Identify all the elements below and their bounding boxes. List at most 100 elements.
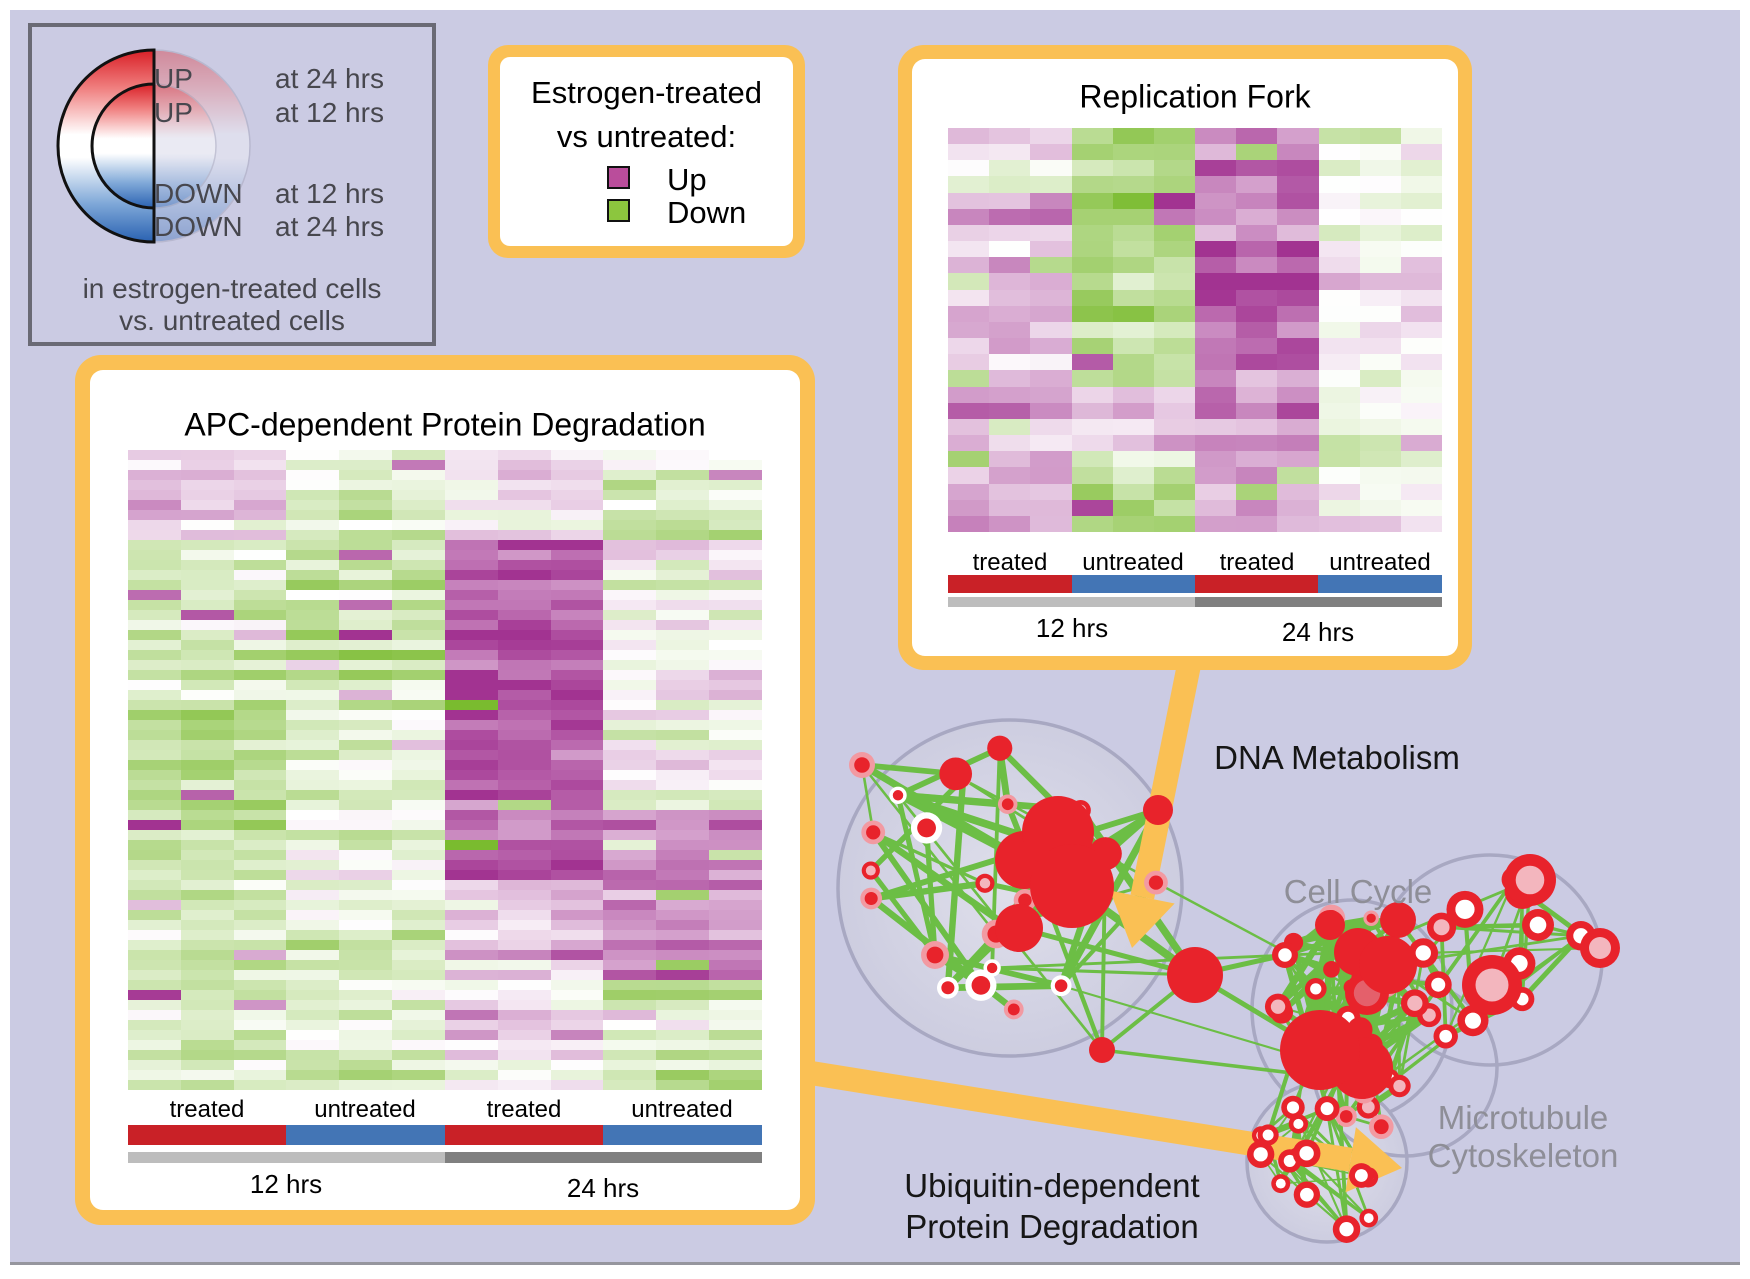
heatmap-cell [392,550,445,560]
heatmap-cell [1318,128,1360,145]
heatmap-cell [444,700,498,710]
heatmap-cell [497,940,551,950]
node-ring-pink [1422,1008,1436,1022]
heatmap-cell [709,860,762,870]
heatmap-cell [1318,402,1360,419]
heatmap-cell [1071,305,1113,322]
heatmap-cell [709,640,762,650]
heatmap-cell [1195,208,1237,225]
heatmap-cell [603,590,657,600]
heatmap-cell [656,740,710,750]
heatmap-cell [180,520,234,530]
heatmap-cell [1112,402,1154,419]
heatmap-cell [1071,467,1113,484]
heatmap-cell [550,530,604,540]
heatmap-cell [709,1040,762,1050]
heatmap-cell [1153,467,1195,484]
heatmap-cell [286,470,340,480]
heatmap-cell [1359,402,1401,419]
heatmap-cell [497,960,551,970]
heatmap-cell [392,810,445,820]
edge [868,869,938,957]
heatmap-cell [444,660,498,670]
group-label-treated: treated [169,1096,245,1123]
heatmap-cell [709,790,762,800]
heatmap-cell [180,800,234,810]
heatmap-cell [128,730,181,740]
cluster-label-cell-cycle: Cell Cycle [1283,873,1433,910]
heatmap-cell [444,490,498,500]
heatmap-cell [1318,289,1360,306]
heatmap-cell [603,490,657,500]
heatmap-cell [1318,241,1360,258]
heatmap-cell [948,128,990,145]
time-label: at 12 hrs [275,178,384,209]
heatmap-cell [392,670,445,680]
heatmap-cell [1153,354,1195,371]
heatmap-cell [603,710,657,720]
heatmap-cell [550,870,604,880]
heatmap-cell [1071,338,1113,355]
heatmap-cell [180,490,234,500]
heatmap-cell [392,760,445,770]
heatmap-cell [603,500,657,510]
heatmap-cell [233,590,287,600]
node-halo-pink [1339,1110,1353,1123]
heatmap-cell [392,980,445,990]
heatmap-cell [709,870,762,880]
heatmap-cell [1153,176,1195,193]
heatmap-cell [989,338,1031,355]
heatmap-cell [550,900,604,910]
heatmap-cell [1318,418,1360,436]
heatmap-cell [1195,451,1237,468]
heatmap-cell [444,860,498,870]
heatmap-cell [1195,386,1237,403]
heatmap-cell [603,910,657,920]
heatmap-cell [550,600,604,610]
heatmap-cell [603,880,657,890]
heatmap-cell [392,940,445,950]
heatmap-cell [128,750,181,760]
heatmap-cell [128,580,181,590]
heatmap-cell [603,830,657,840]
heatmap-cell [180,510,234,520]
heatmap-cell [550,750,604,760]
heatmap-cell [1112,515,1154,532]
heatmap-cell [1071,483,1113,500]
heatmap-cell [1030,467,1072,484]
heatmap-cell [233,860,287,870]
heatmap-cell [948,451,990,468]
updown-footer-line1: in estrogen-treated cells [82,273,382,304]
heatmap-cell [128,700,181,710]
node-halo-pink [864,891,878,905]
heatmap-cell [1112,386,1154,403]
heatmap-cell [989,386,1031,403]
heatmap-cell [603,450,657,460]
heatmap-cell [1030,192,1072,209]
heatmap-cell [1071,402,1113,419]
heatmap-cell [709,720,762,730]
heatmap-cell [1195,370,1237,387]
heatmap-cell [1400,224,1442,242]
heatmap-cell [180,630,234,640]
heatmap-cell [550,800,604,810]
heatmap-cell [1400,483,1442,500]
heatmap-cell [392,960,445,970]
heatmap-cell [392,650,445,660]
legend-item-down: Down [488,195,805,233]
heatmap-cell [233,820,287,830]
heatmap-cell [656,560,710,570]
heatmap-cell [497,650,551,660]
heatmap-cell [1030,273,1072,290]
color-legend-title-line2: vs untreated: [556,119,737,154]
heatmap-cell [497,840,551,850]
heatmap-cell [497,1000,551,1010]
heatmap-cell [233,890,287,900]
heatmap-cell [1112,483,1154,500]
heatmap-cell [444,880,498,890]
heatmap-cell [444,980,498,990]
heatmap-cell [497,1030,551,1040]
heatmap-cell [180,770,234,780]
node-solid [1323,960,1340,978]
heatmap-cell [656,850,710,860]
